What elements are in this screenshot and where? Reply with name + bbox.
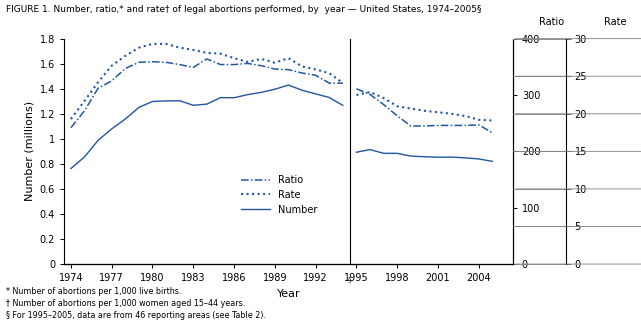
X-axis label: Year: Year [277,289,300,298]
Text: * Number of abortions per 1,000 live births.: * Number of abortions per 1,000 live bir… [6,287,182,296]
Y-axis label: Number (millions): Number (millions) [24,101,34,201]
Text: Rate: Rate [604,17,627,27]
Text: † Number of abortions per 1,000 women aged 15–44 years.: † Number of abortions per 1,000 women ag… [6,299,246,308]
Text: § For 1995–2005, data are from 46 reporting areas (see Table 2).: § For 1995–2005, data are from 46 report… [6,311,267,320]
Text: FIGURE 1. Number, ratio,* and rate† of legal abortions performed, by  year — Uni: FIGURE 1. Number, ratio,* and rate† of l… [6,5,482,14]
Legend: Ratio, Rate, Number: Ratio, Rate, Number [237,171,322,219]
Text: Ratio: Ratio [538,17,564,27]
Text: §: § [348,276,351,282]
